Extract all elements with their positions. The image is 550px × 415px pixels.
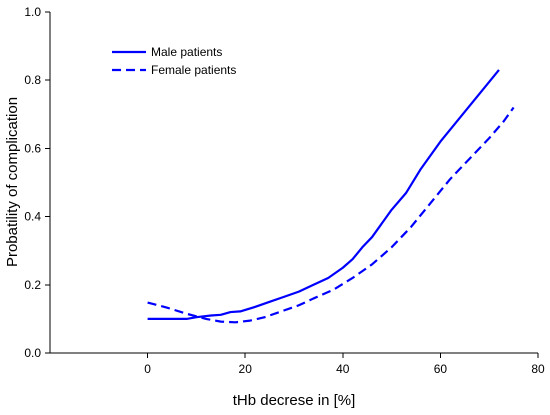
legend: Male patients Female patients bbox=[112, 45, 236, 77]
x-tick-label: 20 bbox=[239, 362, 253, 376]
y-tick-label: 1.0 bbox=[24, 5, 41, 19]
y-axis-title: Probatility of complication bbox=[4, 97, 21, 267]
legend-label-male: Male patients bbox=[151, 45, 222, 59]
y-tick-label: 0.2 bbox=[24, 278, 41, 292]
y-tick-label: 0.4 bbox=[24, 210, 41, 224]
y-ticks: 0.0 0.2 0.4 0.6 0.8 1.0 bbox=[24, 5, 50, 360]
x-tick-label: 80 bbox=[531, 362, 545, 376]
series-line-male bbox=[147, 69, 500, 320]
x-tick-label: 60 bbox=[434, 362, 448, 376]
series-line-female bbox=[147, 106, 515, 324]
x-tick-label: 40 bbox=[336, 362, 350, 376]
legend-label-female: Female patients bbox=[151, 63, 236, 77]
axes bbox=[49, 12, 538, 354]
x-ticks: 0 20 40 60 80 bbox=[144, 353, 545, 376]
y-tick-label: 0.0 bbox=[24, 346, 41, 360]
x-tick-label: 0 bbox=[144, 362, 151, 376]
y-tick-label: 0.8 bbox=[24, 73, 41, 87]
y-tick-label: 0.6 bbox=[24, 141, 41, 155]
x-axis-title: tHb decrese in [%] bbox=[233, 392, 356, 409]
series bbox=[147, 69, 515, 324]
